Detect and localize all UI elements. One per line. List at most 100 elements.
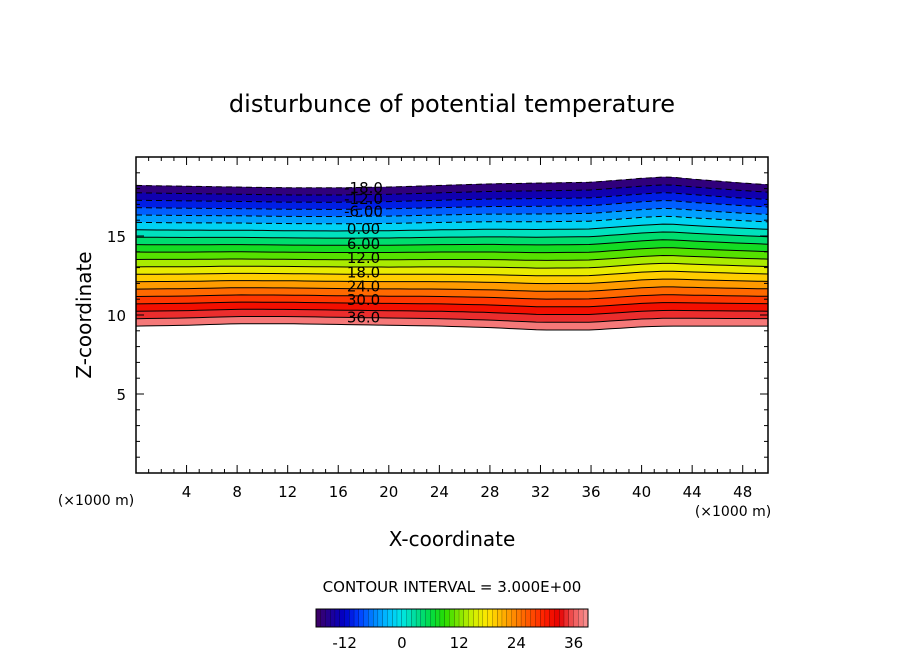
colorbar-swatch bbox=[430, 609, 436, 627]
contour-lines bbox=[135, 176, 769, 331]
contour-line bbox=[135, 316, 768, 323]
contour-line bbox=[135, 278, 769, 285]
x-tick-label: 36 bbox=[581, 483, 600, 501]
y-axis-label: Z-coordinate bbox=[72, 251, 96, 378]
colorbar-swatch bbox=[535, 609, 541, 627]
colorbar-swatch bbox=[492, 609, 498, 627]
colorbar-swatch bbox=[511, 609, 517, 627]
colorbar-swatch bbox=[435, 609, 441, 627]
colorbar-swatch bbox=[473, 609, 479, 627]
contour-line bbox=[135, 323, 768, 331]
colorbar-swatch bbox=[483, 609, 489, 627]
colorbar-frame bbox=[315, 608, 589, 628]
x-tick-label: 24 bbox=[430, 483, 449, 501]
contour-line bbox=[135, 262, 769, 269]
contour-line bbox=[135, 200, 769, 210]
contour-line bbox=[135, 270, 769, 277]
colorbar-swatch bbox=[330, 609, 336, 627]
contour-label: 36.0 bbox=[347, 308, 380, 326]
colorbar-swatch bbox=[459, 609, 465, 627]
y-tick-labels: 5 10 15 bbox=[107, 228, 126, 404]
x-tick-label: 32 bbox=[531, 483, 550, 501]
chart-title: disturbunce of potential temperature bbox=[229, 90, 675, 118]
colorbar-swatch bbox=[358, 609, 365, 627]
colorbar-swatch bbox=[502, 609, 508, 627]
colorbar-swatch bbox=[440, 609, 446, 627]
colorbar-swatch bbox=[444, 609, 451, 627]
contour-line bbox=[135, 308, 769, 315]
colorbar-swatch bbox=[478, 609, 484, 627]
colorbar-swatch bbox=[363, 609, 369, 627]
colorbar-swatch bbox=[506, 609, 513, 627]
contour-line bbox=[135, 294, 769, 300]
contour-line bbox=[135, 301, 769, 308]
colorbar-swatch bbox=[316, 609, 322, 627]
contour-line bbox=[135, 176, 769, 189]
colorbar-swatch bbox=[568, 609, 575, 627]
colorbar-swatch bbox=[344, 609, 350, 627]
y-tick-label: 15 bbox=[107, 228, 126, 246]
y-tick-label: 5 bbox=[116, 386, 126, 404]
contour-label: 24.0 bbox=[347, 278, 380, 296]
colorbar-swatch bbox=[545, 609, 551, 627]
contour-line bbox=[135, 286, 769, 292]
contour-line bbox=[135, 231, 769, 239]
x-tick-label: 4 bbox=[182, 483, 192, 501]
contour-line bbox=[135, 192, 769, 203]
x-tick-label: 44 bbox=[683, 483, 702, 501]
colorbar-swatch bbox=[354, 609, 360, 627]
colorbar-swatch bbox=[416, 609, 422, 627]
x-axis-label: X-coordinate bbox=[389, 527, 516, 551]
colorbar-swatch bbox=[497, 609, 503, 627]
colorbar-swatch bbox=[578, 609, 584, 627]
colorbar-swatch bbox=[368, 609, 374, 627]
x-tick-label: 16 bbox=[329, 483, 348, 501]
x-tick-label: 40 bbox=[632, 483, 651, 501]
colorbar-swatch bbox=[554, 609, 560, 627]
colorbar-swatch bbox=[559, 609, 565, 627]
contour-labels: -18.0-12.0-6.000.006.0012.018.024.030.03… bbox=[344, 179, 383, 327]
contour-label: 12.0 bbox=[347, 249, 380, 267]
colorbar-swatch bbox=[392, 609, 398, 627]
colorbar-swatch bbox=[521, 609, 527, 627]
contour-label: 6.00 bbox=[347, 235, 380, 253]
colorbar-swatch bbox=[468, 609, 474, 627]
colorbar-swatch bbox=[525, 609, 532, 627]
colorbar-swatch bbox=[564, 609, 570, 627]
contour-line bbox=[135, 207, 769, 218]
colorbar-swatch bbox=[401, 609, 408, 627]
colorbar-swatch bbox=[449, 609, 455, 627]
colorbar-tick-label: 12 bbox=[450, 634, 469, 652]
colorbar-swatch bbox=[325, 609, 331, 627]
colorbar-swatch bbox=[516, 609, 522, 627]
colorbar-swatch bbox=[583, 609, 589, 627]
colorbar-swatch bbox=[378, 609, 384, 627]
contour-label: 30.0 bbox=[347, 291, 380, 309]
colorbar-swatch bbox=[549, 609, 555, 627]
y-unit-label: (×1000 m) bbox=[58, 493, 134, 509]
contour-line bbox=[135, 239, 769, 246]
contour-label: -18.0 bbox=[344, 179, 383, 197]
colorbar-swatch bbox=[320, 609, 326, 627]
colorbar-swatch bbox=[406, 609, 412, 627]
contour-label: 18.0 bbox=[347, 263, 380, 281]
x-tick-label: 8 bbox=[232, 483, 242, 501]
colorbar bbox=[315, 608, 589, 628]
colorbar-tick-labels: -12 0 12 24 36 bbox=[332, 634, 583, 652]
colorbar-swatch bbox=[397, 609, 403, 627]
colorbar-swatch bbox=[335, 609, 341, 627]
x-tick-labels: 4 8 12 16 20 24 28 32 36 40 44 48 bbox=[182, 483, 752, 501]
x-tick-label: 28 bbox=[480, 483, 499, 501]
x-unit-label: (×1000 m) bbox=[695, 504, 771, 520]
contour-label: -6.00 bbox=[344, 203, 383, 221]
contour-line bbox=[135, 247, 769, 254]
contour-line bbox=[135, 215, 769, 225]
colorbar-tick-label: 36 bbox=[564, 634, 583, 652]
colorbar-tick-label: 0 bbox=[397, 634, 407, 652]
x-tick-label: 12 bbox=[278, 483, 297, 501]
colorbar-swatch bbox=[454, 609, 460, 627]
colorbar-swatch bbox=[387, 609, 393, 627]
y-tick-label: 10 bbox=[107, 307, 126, 325]
contour-interval-text: CONTOUR INTERVAL = 3.000E+00 bbox=[323, 578, 582, 596]
